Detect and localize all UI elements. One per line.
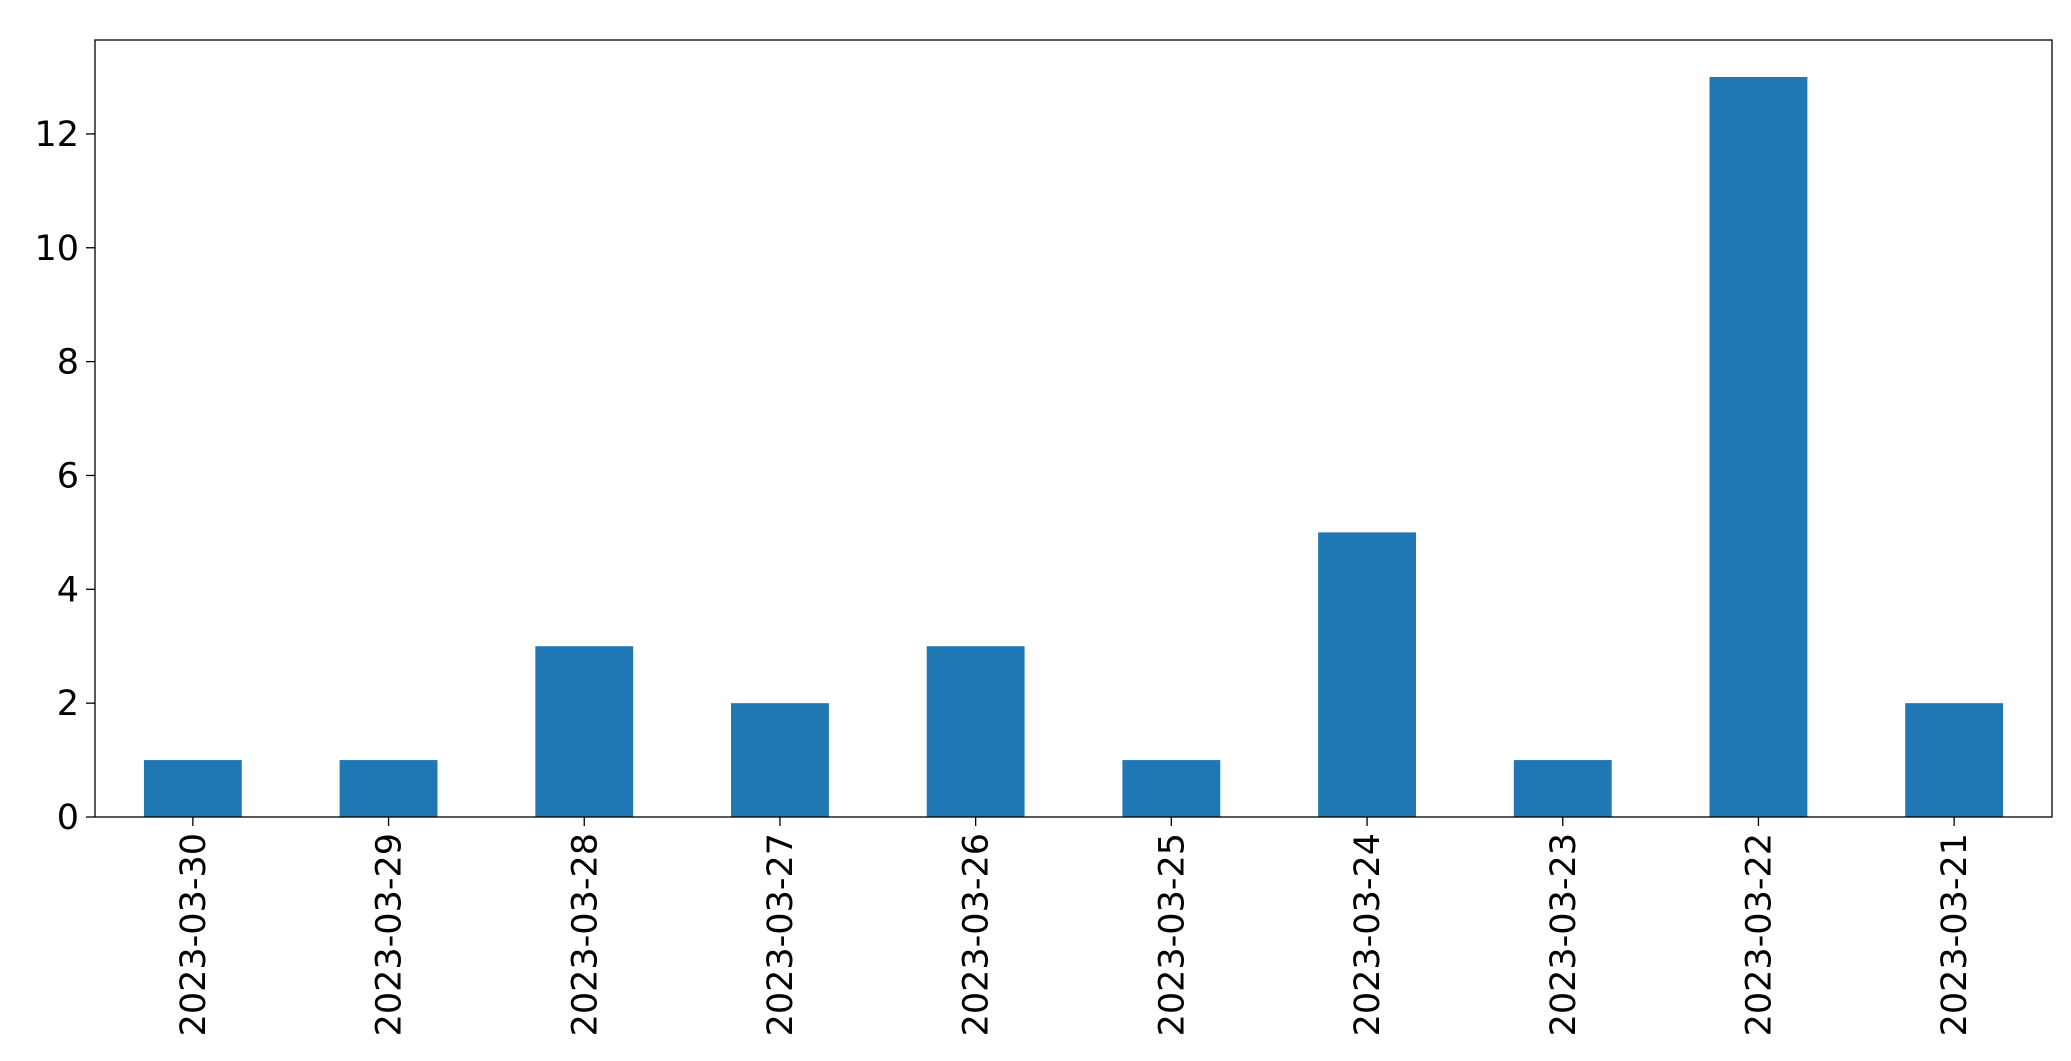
bar (1905, 703, 2004, 817)
y-tick-label: 10 (34, 229, 79, 269)
bar (926, 646, 1025, 817)
plot-frame (94, 39, 2053, 818)
y-tick-label: 8 (57, 343, 79, 383)
x-tick-label: 2023-03-23 (1544, 833, 1584, 1036)
x-tick-label: 2023-03-25 (1152, 833, 1192, 1036)
x-tick-label: 2023-03-24 (1348, 833, 1388, 1036)
x-tick-label: 2023-03-26 (957, 833, 997, 1036)
y-tick-label: 2 (57, 684, 79, 724)
x-tick-label: 2023-03-21 (1935, 833, 1975, 1036)
x-tick-label: 2023-03-22 (1739, 833, 1779, 1036)
x-tick-label: 2023-03-29 (370, 833, 410, 1036)
bar (1513, 760, 1612, 817)
y-tick-label: 4 (57, 570, 79, 610)
bar (143, 760, 242, 817)
bar (339, 760, 438, 817)
y-tick-label: 12 (34, 115, 79, 155)
y-tick-label: 0 (57, 798, 79, 838)
bar (731, 703, 829, 817)
bar (535, 646, 634, 817)
bar (1318, 532, 1416, 817)
y-tick-label: 6 (57, 456, 79, 496)
x-tick-label: 2023-03-27 (761, 833, 801, 1036)
bar (1709, 77, 1808, 817)
bar (1122, 760, 1221, 817)
x-tick-label: 2023-03-28 (565, 833, 605, 1036)
x-tick-label: 2023-03-30 (174, 833, 214, 1036)
